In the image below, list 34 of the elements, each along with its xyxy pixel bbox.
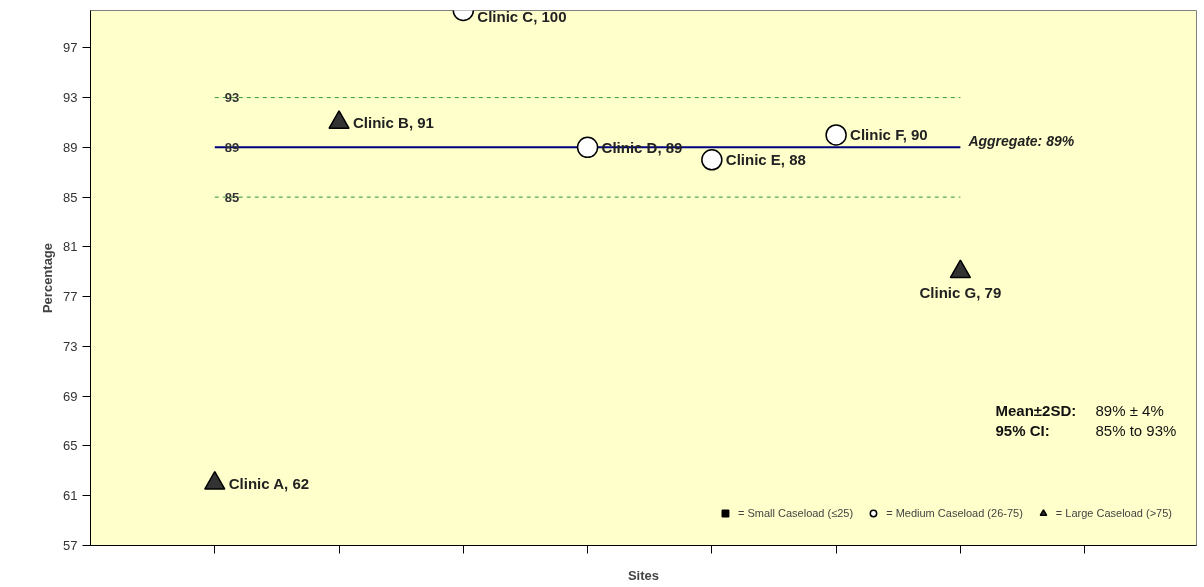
y-tick-label: 73 — [63, 338, 78, 354]
legend-label: = Large Caseload (>75) — [1055, 507, 1172, 519]
point — [949, 259, 972, 279]
ref-line-label: 93 — [224, 90, 240, 106]
point — [204, 470, 226, 490]
ref-line-label: 85 — [224, 189, 240, 205]
data-label: Clinic A, 62 — [228, 474, 310, 492]
legend-label: = Small Caseload (≤25) — [737, 507, 854, 519]
y-tick-label: 93 — [63, 90, 78, 106]
annotation: Aggregate: 89% — [967, 133, 1075, 150]
annotation: 95% CI: — [995, 421, 1050, 439]
point — [701, 149, 723, 171]
x-axis-title: Sites — [627, 567, 660, 583]
point — [576, 136, 599, 159]
y-tick-label: 85 — [63, 189, 78, 205]
data-label: Clinic G, 79 — [919, 283, 1002, 301]
data-label: Clinic E, 88 — [725, 151, 806, 169]
data-label: Clinic C, 100 — [477, 8, 567, 25]
y-axis-title: Percentage — [40, 242, 56, 314]
y-tick-label: 77 — [63, 289, 78, 305]
data-label: Clinic B, 91 — [353, 113, 434, 131]
y-tick-label: 69 — [63, 388, 78, 404]
y-tick-label: 61 — [63, 488, 78, 504]
annotation: Mean±2SD: — [995, 401, 1077, 419]
y-tick-label: 97 — [63, 40, 78, 56]
y-tick-label: 65 — [63, 438, 78, 454]
data-label: Clinic F, 90 — [850, 126, 928, 144]
annotation: 85% to 93% — [1095, 421, 1177, 439]
y-tick-label: 57 — [63, 538, 78, 553]
annotation: 89% ± 4% — [1095, 401, 1164, 419]
legend-label: = Medium Caseload (26-75) — [886, 507, 1023, 519]
y-tick-label: 89 — [63, 139, 78, 155]
point — [825, 124, 847, 146]
y-tick-label: 81 — [63, 239, 78, 255]
